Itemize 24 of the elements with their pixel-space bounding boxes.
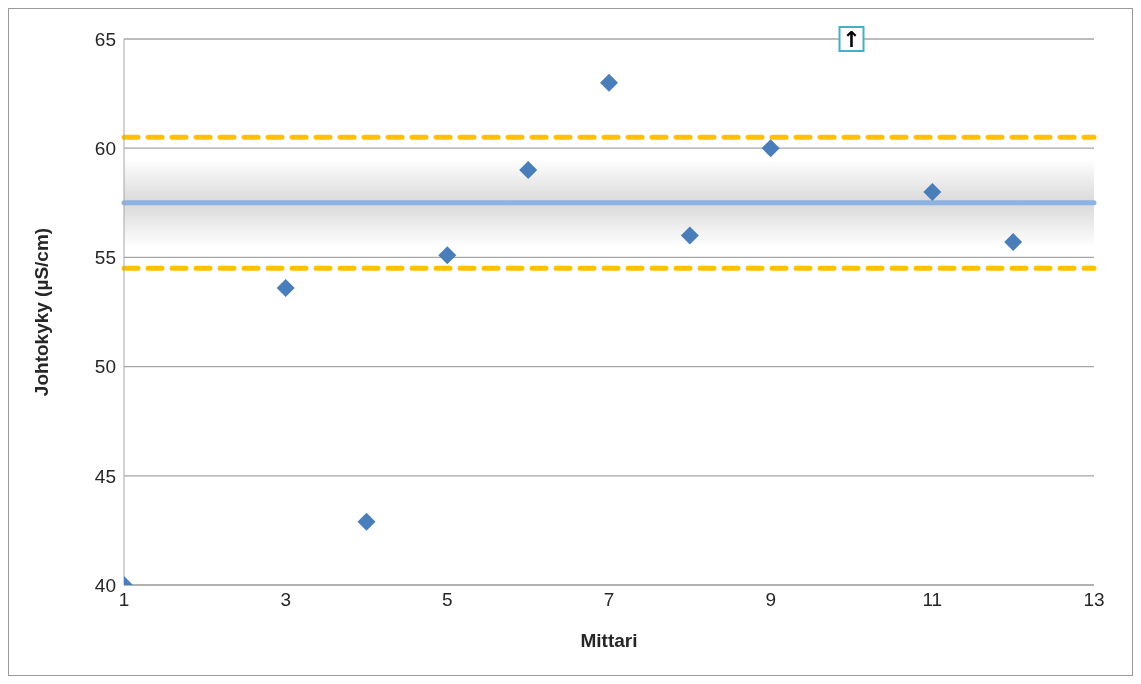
x-tick-label: 13 [1083,589,1105,611]
point [600,73,618,92]
point [519,161,538,180]
y-axis-title: Johtokyky (µS/cm) [30,227,52,397]
point [438,246,457,265]
y-tick-label: 40 [94,574,116,596]
x-tick-label: 11 [922,589,943,611]
x-tick-label: 1 [118,589,130,611]
x-tick-label: 5 [442,589,453,611]
point [1004,233,1023,252]
y-tick-label: 60 [94,137,116,159]
x-tick-label: 3 [280,589,291,611]
y-tick-label: 45 [94,465,116,487]
y-tick-label: 55 [94,247,116,269]
x-tick-label: 9 [765,589,776,611]
x-axis-title: Mittari [580,630,638,651]
x-tick-label: 7 [603,589,615,611]
point [923,182,942,201]
y-tick-label: 65 [94,28,116,50]
point [680,226,699,245]
point [761,139,780,158]
point [357,512,376,531]
y-tick-label: 50 [94,356,116,378]
point [276,278,295,297]
